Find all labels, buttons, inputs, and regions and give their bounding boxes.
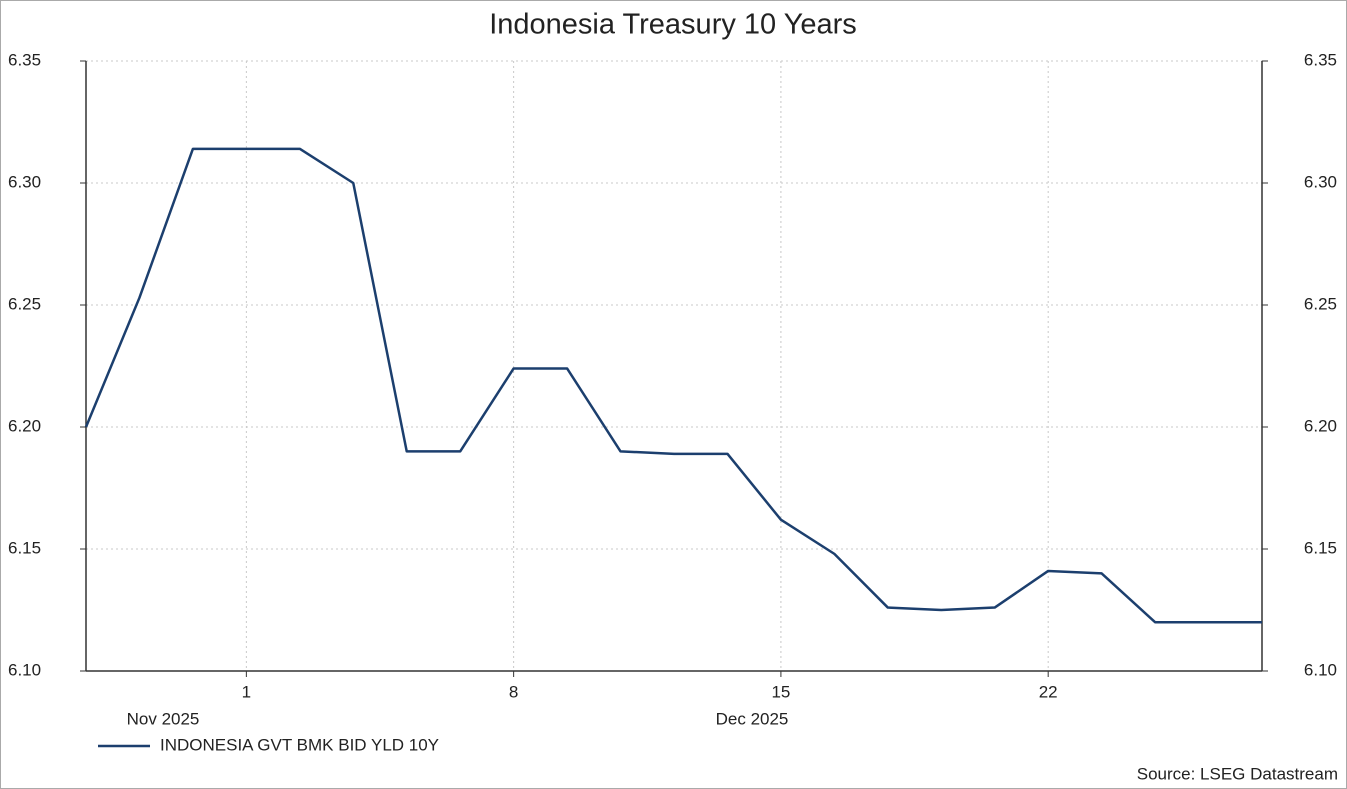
y2-tick-label: 6.20 xyxy=(1304,416,1337,435)
y2-tick-label: 6.15 xyxy=(1304,538,1337,557)
legend-label: INDONESIA GVT BMK BID YLD 10Y xyxy=(160,735,439,754)
y-tick-label: 6.30 xyxy=(8,172,41,191)
x-tick-label: 22 xyxy=(1039,682,1058,701)
x-tick-label: 15 xyxy=(771,682,790,701)
line xyxy=(84,147,1262,624)
y-tick-label: 6.25 xyxy=(8,294,41,313)
x-tick-label: 1 xyxy=(242,682,251,701)
y-tick-label: 6.35 xyxy=(8,50,41,69)
y2-tick-label: 6.25 xyxy=(1304,294,1337,313)
source-note: Source: LSEG Datastream xyxy=(1137,764,1338,783)
x-group-label: Dec 2025 xyxy=(716,709,789,728)
x-group-label: Nov 2025 xyxy=(127,709,200,728)
x-tick-label: 8 xyxy=(509,682,518,701)
y-tick-label: 6.20 xyxy=(8,416,41,435)
chart-title: Indonesia Treasury 10 Years xyxy=(489,9,857,41)
y2-tick-label: 6.30 xyxy=(1304,172,1337,191)
y-tick-label: 6.10 xyxy=(8,660,41,679)
y2-tick-label: 6.35 xyxy=(1304,50,1337,69)
y2-tick-label: 6.10 xyxy=(1304,660,1337,679)
y-tick-label: 6.15 xyxy=(8,538,41,557)
